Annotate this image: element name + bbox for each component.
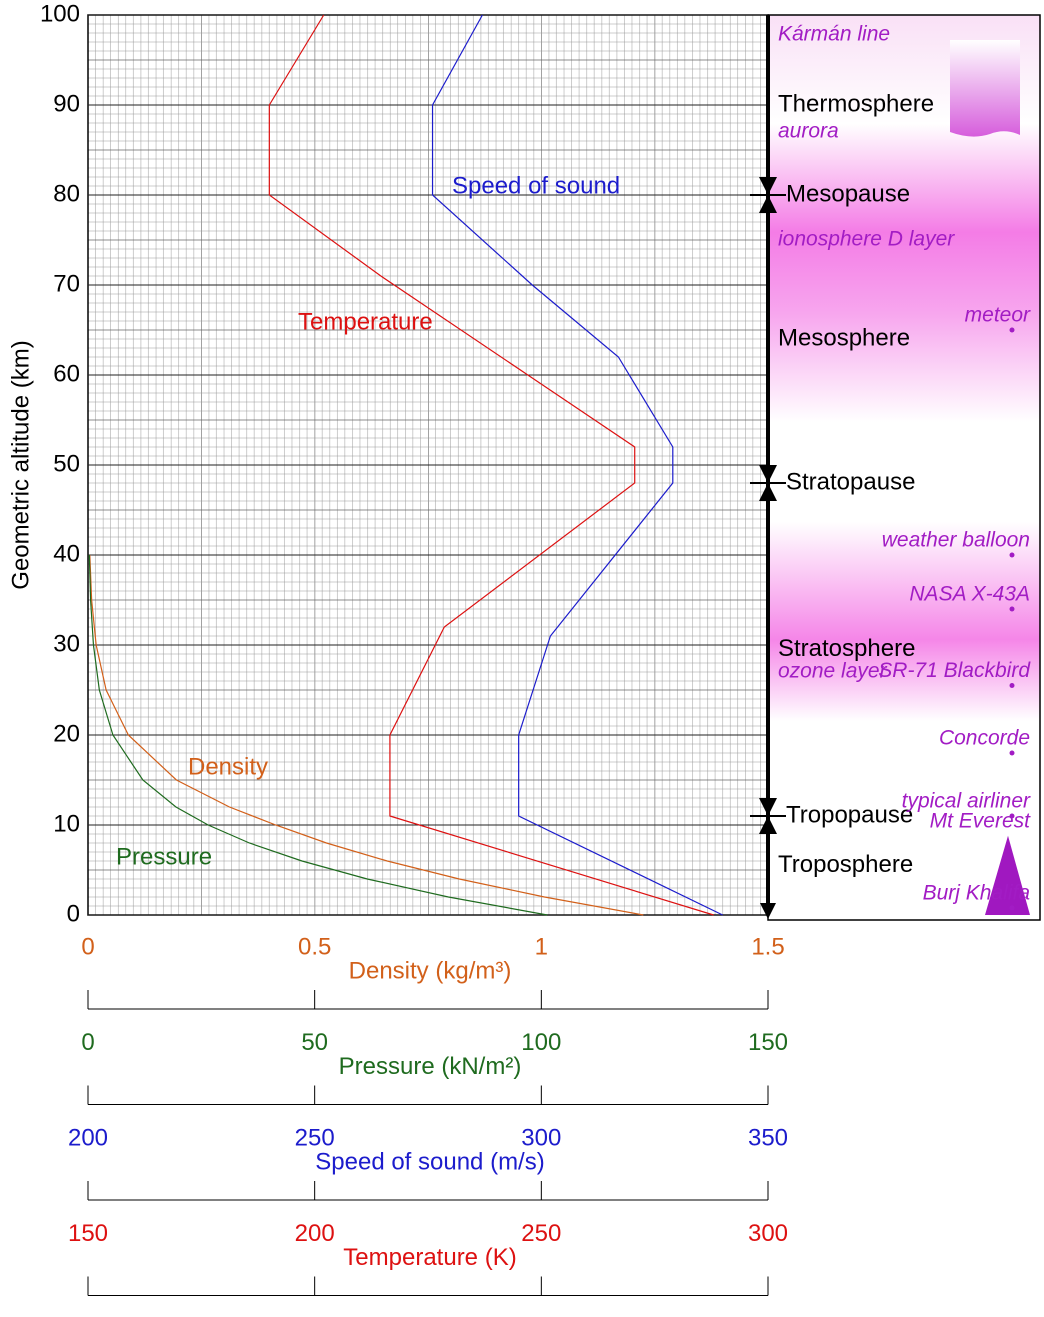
layer-label: Mesosphere xyxy=(778,324,910,351)
object-label: typical airliner xyxy=(902,790,1031,813)
series-label: Density xyxy=(188,753,268,780)
object-label: weather balloon xyxy=(882,529,1030,552)
x-tick-label: 50 xyxy=(301,1029,328,1056)
y-tick-label: 30 xyxy=(53,630,80,657)
object-marker xyxy=(1009,552,1015,558)
x-tick-label: 250 xyxy=(521,1220,561,1247)
object-marker xyxy=(1009,327,1015,333)
aurora-band xyxy=(950,40,1020,137)
series-label: Pressure xyxy=(116,843,212,870)
series-line xyxy=(88,554,548,916)
object-label: NASA X-43A xyxy=(909,583,1030,606)
x-axis-title: Speed of sound (m/s) xyxy=(315,1148,544,1175)
y-tick-label: 0 xyxy=(67,900,80,927)
series-line xyxy=(89,554,644,916)
object-marker xyxy=(1009,750,1015,756)
x-tick-label: 1 xyxy=(535,933,548,960)
object-label: Mt Everest xyxy=(930,809,1032,832)
series-label: Temperature xyxy=(298,308,433,335)
x-tick-label: 350 xyxy=(748,1124,788,1151)
object-label: Concorde xyxy=(939,727,1030,750)
y-tick-label: 60 xyxy=(53,360,80,387)
x-tick-label: 200 xyxy=(68,1124,108,1151)
object-label: SR-71 Blackbird xyxy=(878,659,1031,682)
region-label: ozone layer xyxy=(778,660,888,683)
layer-label: Stratosphere xyxy=(778,635,915,662)
y-tick-label: 100 xyxy=(40,0,80,27)
x-tick-label: 0 xyxy=(81,933,94,960)
object-label: Burj Khalifa xyxy=(923,881,1030,904)
atmosphere-panel xyxy=(767,14,1041,921)
x-axis-title: Density (kg/m³) xyxy=(349,957,512,984)
series-label: Speed of sound xyxy=(452,172,620,199)
x-axis-title: Pressure (kN/m²) xyxy=(339,1053,522,1080)
y-tick-label: 40 xyxy=(53,540,80,567)
x-tick-label: 0.5 xyxy=(298,933,331,960)
x-tick-label: 150 xyxy=(68,1220,108,1247)
x-tick-label: 150 xyxy=(748,1029,788,1056)
boundary-arrow xyxy=(759,177,777,213)
object-marker xyxy=(1009,606,1015,612)
y-tick-label: 90 xyxy=(53,90,80,117)
object-marker xyxy=(1009,813,1015,819)
x-tick-label: 100 xyxy=(521,1029,561,1056)
boundary-arrow xyxy=(759,465,777,501)
series-line xyxy=(431,14,723,916)
y-axis-title: Geometric altitude (km) xyxy=(7,340,34,589)
object-marker xyxy=(1009,683,1015,688)
region-label: Kármán line xyxy=(778,23,890,46)
x-axis-title: Temperature (K) xyxy=(343,1244,516,1271)
y-tick-label: 10 xyxy=(53,810,80,837)
y-tick-label: 70 xyxy=(53,270,80,297)
layer-label: Troposphere xyxy=(778,851,913,878)
x-tick-label: 250 xyxy=(295,1124,335,1151)
y-tick-label: 80 xyxy=(53,180,80,207)
layer-label: Thermosphere xyxy=(778,90,934,117)
region-label: aurora xyxy=(778,120,839,143)
boundary-label: Mesopause xyxy=(786,180,910,207)
region-label: ionosphere D layer xyxy=(778,228,955,251)
x-tick-label: 300 xyxy=(521,1124,561,1151)
boundary-arrow xyxy=(759,798,777,834)
x-tick-label: 0 xyxy=(81,1029,94,1056)
y-tick-label: 20 xyxy=(53,720,80,747)
boundary-label: Tropopause xyxy=(786,801,913,828)
x-tick-label: 300 xyxy=(748,1220,788,1247)
x-tick-label: 1.5 xyxy=(751,933,784,960)
mountain xyxy=(985,835,1030,915)
series-line xyxy=(268,14,714,916)
y-tick-label: 50 xyxy=(53,450,80,477)
boundary-label: Stratopause xyxy=(786,468,915,495)
arrow-head xyxy=(760,903,776,919)
object-label: meteor xyxy=(965,304,1031,327)
x-tick-label: 200 xyxy=(295,1220,335,1247)
object-marker xyxy=(1009,905,1015,911)
